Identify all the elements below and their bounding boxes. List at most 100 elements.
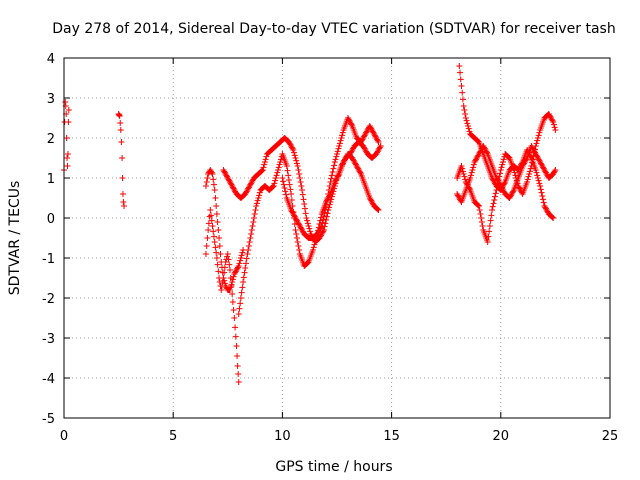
data-point xyxy=(374,137,381,144)
data-point xyxy=(532,167,539,173)
data-point xyxy=(295,243,302,249)
data-point xyxy=(300,196,307,203)
data-point xyxy=(526,171,533,177)
data-point xyxy=(271,180,278,187)
data-point xyxy=(241,269,248,276)
data-point xyxy=(256,189,263,196)
data-point xyxy=(511,169,518,176)
data-point xyxy=(373,135,380,141)
data-point xyxy=(247,235,254,241)
data-point xyxy=(359,136,366,143)
data-point xyxy=(315,228,322,235)
data-point xyxy=(323,217,330,223)
data-point xyxy=(534,153,541,160)
data-point xyxy=(323,203,330,209)
data-point xyxy=(229,183,236,189)
data-point xyxy=(217,251,224,257)
plot-frame xyxy=(63,57,611,419)
data-point xyxy=(302,210,309,217)
data-point xyxy=(256,192,263,199)
data-point xyxy=(293,160,300,167)
data-point xyxy=(495,179,502,185)
x-tick-label: 25 xyxy=(602,429,619,444)
data-point xyxy=(360,135,367,141)
data-point xyxy=(368,125,375,132)
data-point xyxy=(234,353,241,359)
data-point xyxy=(213,203,220,209)
data-point xyxy=(327,179,334,185)
axis-ticks: -5 -4 -3 -2 -1 0 1 2 3 4 0 5 10 15 20 25 xyxy=(42,52,618,444)
data-point xyxy=(297,179,304,185)
data-point xyxy=(204,175,211,181)
data-point xyxy=(460,171,467,177)
y-tick-label: -2 xyxy=(42,292,55,307)
data-point xyxy=(348,121,355,128)
data-point xyxy=(371,131,378,137)
data-point xyxy=(499,187,506,193)
data-point xyxy=(202,183,209,189)
data-point xyxy=(215,227,222,233)
data-point xyxy=(350,145,357,152)
data-point xyxy=(493,175,500,181)
data-point xyxy=(486,223,493,229)
data-point xyxy=(331,159,338,165)
data-point xyxy=(366,123,373,129)
x-tick-label: 5 xyxy=(169,429,177,444)
data-point xyxy=(116,113,123,119)
data-point xyxy=(352,161,359,168)
data-point xyxy=(220,167,227,173)
data-point xyxy=(537,186,544,193)
data-point xyxy=(336,140,343,147)
data-point xyxy=(466,128,473,135)
data-point xyxy=(543,171,550,177)
data-point xyxy=(315,229,322,236)
data-point xyxy=(458,163,465,169)
data-point xyxy=(250,219,257,225)
data-point xyxy=(207,207,214,213)
data-point xyxy=(500,156,507,163)
y-tick-label: 1 xyxy=(47,172,55,187)
data-point xyxy=(274,169,281,176)
data-point xyxy=(485,233,492,240)
y-tick-label: 2 xyxy=(47,132,55,147)
data-point xyxy=(120,199,127,205)
data-point xyxy=(221,169,228,176)
data-point xyxy=(307,228,314,235)
data-point xyxy=(529,159,536,166)
data-point xyxy=(248,179,255,185)
data-point xyxy=(116,112,123,118)
data-point xyxy=(543,207,550,213)
data-point xyxy=(469,167,476,173)
data-point xyxy=(372,133,379,140)
data-point xyxy=(374,148,381,155)
data-point xyxy=(244,251,251,257)
data-point xyxy=(354,164,361,171)
data-point xyxy=(508,191,515,197)
data-point xyxy=(282,188,289,195)
data-point xyxy=(293,235,300,241)
data-point xyxy=(467,172,474,179)
data-point xyxy=(520,161,527,168)
data-point xyxy=(290,147,297,153)
data-point xyxy=(323,199,330,205)
data-point xyxy=(462,111,469,117)
data-point xyxy=(473,155,480,161)
data-point xyxy=(356,168,363,175)
data-point xyxy=(290,211,297,217)
data-point xyxy=(117,127,124,133)
data-point xyxy=(301,201,308,207)
data-point xyxy=(498,164,505,171)
data-point xyxy=(454,192,461,199)
data-point xyxy=(366,195,373,201)
data-point xyxy=(234,264,241,271)
data-point xyxy=(335,145,342,152)
data-point xyxy=(552,127,559,133)
data-point xyxy=(295,167,302,173)
data-point xyxy=(507,193,514,200)
data-point xyxy=(326,201,333,208)
data-point xyxy=(499,159,506,165)
data-point xyxy=(296,221,303,228)
data-point xyxy=(304,260,311,267)
data-point xyxy=(497,170,504,177)
data-point xyxy=(349,155,356,161)
